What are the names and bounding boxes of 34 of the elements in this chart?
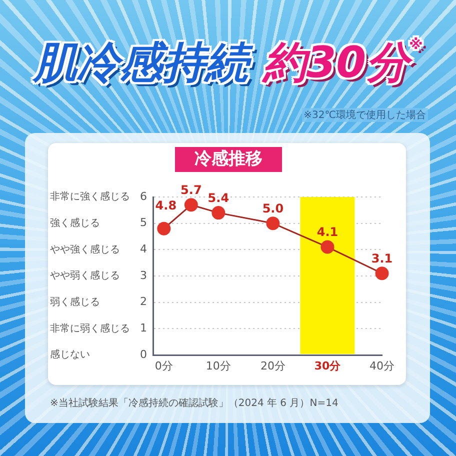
data-label: 3.1 [371,251,393,266]
point [157,222,171,236]
y-tick-label: 0 [140,348,147,361]
chart-subtitle: 冷感推移 [175,147,282,172]
data-label: 5.0 [262,201,284,216]
y-tick-label: 6 [140,190,147,203]
data-label: 5.7 [180,183,202,198]
y-tick-label: 1 [140,322,147,335]
category-label: 感じない [50,350,90,361]
text: ※32℃環境で使用した場合 [302,108,428,122]
y-tick-label: 2 [140,295,147,308]
x-tick-label: 0分 [154,359,173,372]
point [266,216,280,230]
category-label: 非常に弱く感じる [50,323,130,334]
x-tick-label: 10分 [206,359,231,372]
y-tick-label: 3 [140,268,147,282]
point [375,266,389,280]
category-label: やや強く感じる [50,244,120,256]
category-label: やや弱く感じる [50,270,120,282]
data-label: 4.8 [155,198,177,213]
data-label: 5.4 [208,190,230,205]
category-label: 弱く感じる [50,296,100,308]
point [320,240,334,254]
category-label: 非常に強く感じる [50,192,130,203]
text: ※当社試験結果「冷感持続の確認試験」（2024 年 6 月）N=14 [50,396,338,410]
x-tick-label: 20分 [260,359,286,372]
point [184,198,198,212]
point [212,206,226,220]
x-tick-label: 40分 [370,359,394,372]
y-tick-label: 5 [140,216,147,230]
category-label: 強く感じる [50,218,100,229]
data-label: 4.1 [316,225,338,240]
y-tick-label: 4 [140,242,147,256]
x-tick-label: 30分 [314,359,342,372]
